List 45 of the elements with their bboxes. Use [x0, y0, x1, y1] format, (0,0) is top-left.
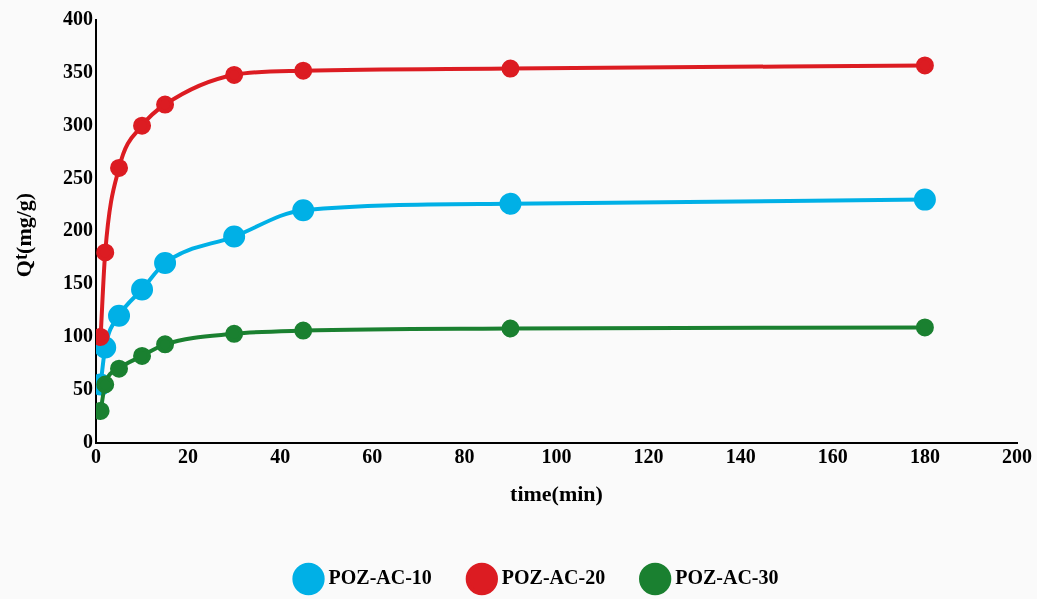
point — [294, 321, 313, 340]
point — [501, 59, 520, 78]
x-axis-title: time(min) — [510, 481, 603, 507]
point — [110, 158, 129, 177]
x-tick-label: 160 — [817, 444, 848, 467]
y-tick-label: 250 — [63, 165, 93, 188]
y-tick-label: 350 — [63, 60, 93, 82]
point — [154, 252, 177, 274]
point — [225, 324, 244, 343]
point — [915, 318, 934, 337]
y-tick-label: 0 — [83, 429, 93, 452]
y-tick-label: 50 — [73, 376, 93, 399]
point — [131, 278, 154, 301]
point — [501, 319, 520, 338]
point — [133, 116, 152, 135]
legend-label: POZ-AC-20 — [501, 566, 606, 589]
x-tick-label: 80 — [454, 444, 475, 467]
point — [225, 65, 244, 84]
point — [499, 192, 522, 215]
point — [292, 199, 315, 222]
x-tick-label: 120 — [633, 444, 664, 467]
point — [294, 61, 313, 80]
x-tick-label: 40 — [270, 444, 291, 467]
point — [110, 359, 129, 378]
x-tick-label: 200 — [1002, 444, 1032, 467]
x-tick-label: 20 — [178, 444, 199, 467]
point — [913, 188, 936, 211]
x-tick-label: 180 — [909, 444, 940, 467]
point — [96, 243, 115, 262]
point — [915, 56, 934, 75]
x-tick-label: 60 — [362, 444, 383, 467]
y-tick-label: 100 — [63, 324, 93, 347]
x-tick-label: 100 — [541, 444, 572, 467]
y-tick-label: 400 — [63, 7, 93, 30]
point — [156, 95, 175, 114]
point — [156, 335, 175, 354]
y-tick-label: 150 — [63, 271, 93, 294]
point — [223, 225, 246, 248]
y-tick-label: 300 — [63, 112, 93, 135]
x-tick-label: 140 — [725, 444, 756, 467]
legend-label: POZ-AC-10 — [328, 566, 432, 589]
point — [133, 346, 152, 365]
point — [108, 304, 131, 327]
y-tick-label: 200 — [63, 218, 93, 241]
legend-label: POZ-AC-30 — [675, 566, 779, 589]
